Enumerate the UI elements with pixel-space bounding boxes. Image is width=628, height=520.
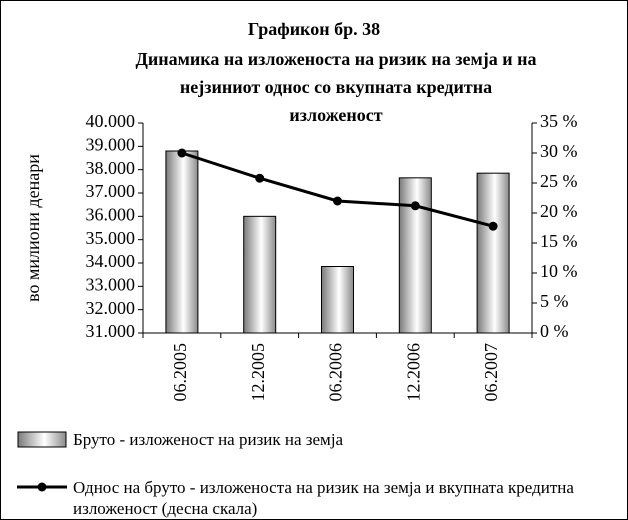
y-tick-label: 34.000: [86, 251, 136, 271]
chart-title: Графикон бр. 38: [248, 19, 380, 39]
line: [181, 151, 494, 228]
y-tick-label: 33.000: [86, 274, 136, 294]
x-tick-label: 06.2005: [170, 343, 190, 402]
y2-tick-label: 20 %: [540, 201, 578, 221]
x-tick-label: 06.2006: [326, 343, 346, 402]
y2-tick-label: 15 %: [540, 231, 578, 251]
x-tick-label: 12.2006: [403, 343, 423, 402]
x-tick-label: 06.2007: [481, 343, 501, 402]
y-tick-label: 32.000: [86, 298, 136, 318]
y2-tick-label: 30 %: [540, 141, 578, 161]
bar: [165, 150, 199, 334]
bar: [476, 172, 510, 334]
legend-bar-icon: [17, 431, 67, 448]
chart-subtitle: нејзиниот однос со вкупната кредитна: [180, 77, 492, 97]
y2-tick-label: 5 %: [540, 291, 569, 311]
bar: [243, 215, 277, 334]
line-marker: [177, 148, 187, 158]
y2-tick-label: 35 %: [540, 111, 578, 131]
y-tick-label: 38.000: [86, 158, 136, 178]
y-tick-label: 40.000: [86, 111, 136, 131]
bar: [398, 177, 432, 334]
y-tick-label: 31.000: [86, 321, 136, 341]
y-axis-label: во милиони денари: [23, 154, 43, 302]
y-tick-label: 35.000: [86, 228, 136, 248]
chart-subtitle: Динамика на изложеноста на ризик на земј…: [135, 49, 536, 69]
y-tick-label: 36.000: [86, 204, 136, 224]
y2-tick-label: 0 %: [540, 321, 569, 341]
legend-line-marker: [37, 482, 47, 492]
legend-entry: Бруто - изложеност на ризик на земја: [73, 430, 344, 449]
y2-tick-label: 10 %: [540, 261, 578, 281]
legend-entry: Однос на бруто - изложеноста на ризик на…: [73, 478, 574, 518]
x-tick-label: 12.2005: [248, 343, 268, 402]
line-marker: [488, 221, 498, 231]
y-tick-label: 39.000: [86, 134, 136, 154]
chart-subtitle: изложеност: [289, 105, 382, 125]
bar: [321, 266, 354, 334]
y2-tick-label: 25 %: [540, 171, 578, 191]
line-marker: [255, 173, 265, 183]
line-marker: [333, 196, 342, 206]
line-marker: [410, 201, 420, 211]
y-tick-label: 37.000: [86, 181, 136, 201]
